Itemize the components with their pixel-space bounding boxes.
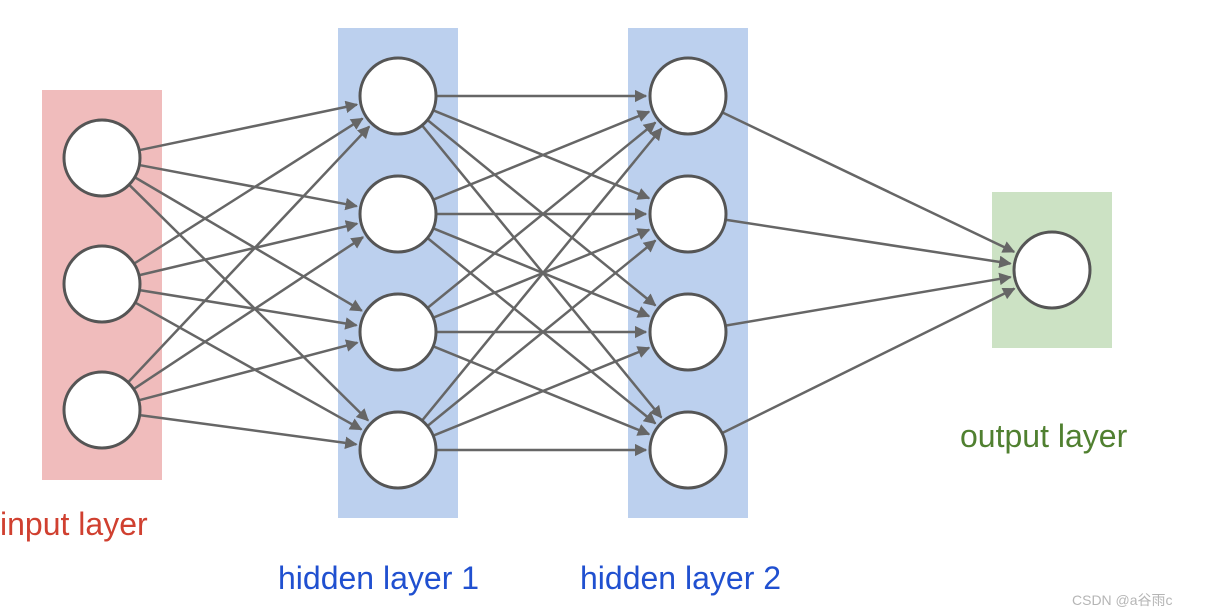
edge: [134, 119, 362, 264]
hidden1-node-3: [360, 412, 436, 488]
edge: [427, 120, 655, 306]
input-layer-label: input layer: [0, 506, 148, 543]
edge: [139, 343, 358, 401]
watermark-text: CSDN @a谷雨c: [1072, 590, 1173, 610]
edge: [129, 185, 368, 421]
hidden-layer-2-label: hidden layer 2: [580, 560, 781, 597]
hidden1-node-1: [360, 176, 436, 252]
hidden2-node-2: [650, 294, 726, 370]
edge: [139, 224, 357, 276]
hidden-layer-1-label: hidden layer 1: [278, 560, 479, 597]
edge: [726, 220, 1011, 264]
edge: [427, 123, 655, 309]
edge: [427, 241, 655, 427]
edge: [433, 112, 649, 200]
edge: [128, 127, 369, 383]
edge: [135, 177, 362, 310]
hidden1-node-2: [360, 294, 436, 370]
edge: [722, 112, 1014, 251]
hidden2-node-1: [650, 176, 726, 252]
edge: [140, 415, 357, 444]
edge: [427, 238, 655, 424]
output-node-0: [1014, 232, 1090, 308]
input-node-2: [64, 372, 140, 448]
edge: [722, 289, 1014, 434]
edge: [140, 290, 357, 325]
edge: [725, 277, 1010, 326]
input-node-1: [64, 246, 140, 322]
hidden2-node-0: [650, 58, 726, 134]
edge: [433, 346, 649, 434]
hidden1-node-0: [360, 58, 436, 134]
hidden2-node-3: [650, 412, 726, 488]
input-node-0: [64, 120, 140, 196]
output-layer-label: output layer: [960, 418, 1127, 455]
neural-network-diagram: [0, 0, 1209, 613]
